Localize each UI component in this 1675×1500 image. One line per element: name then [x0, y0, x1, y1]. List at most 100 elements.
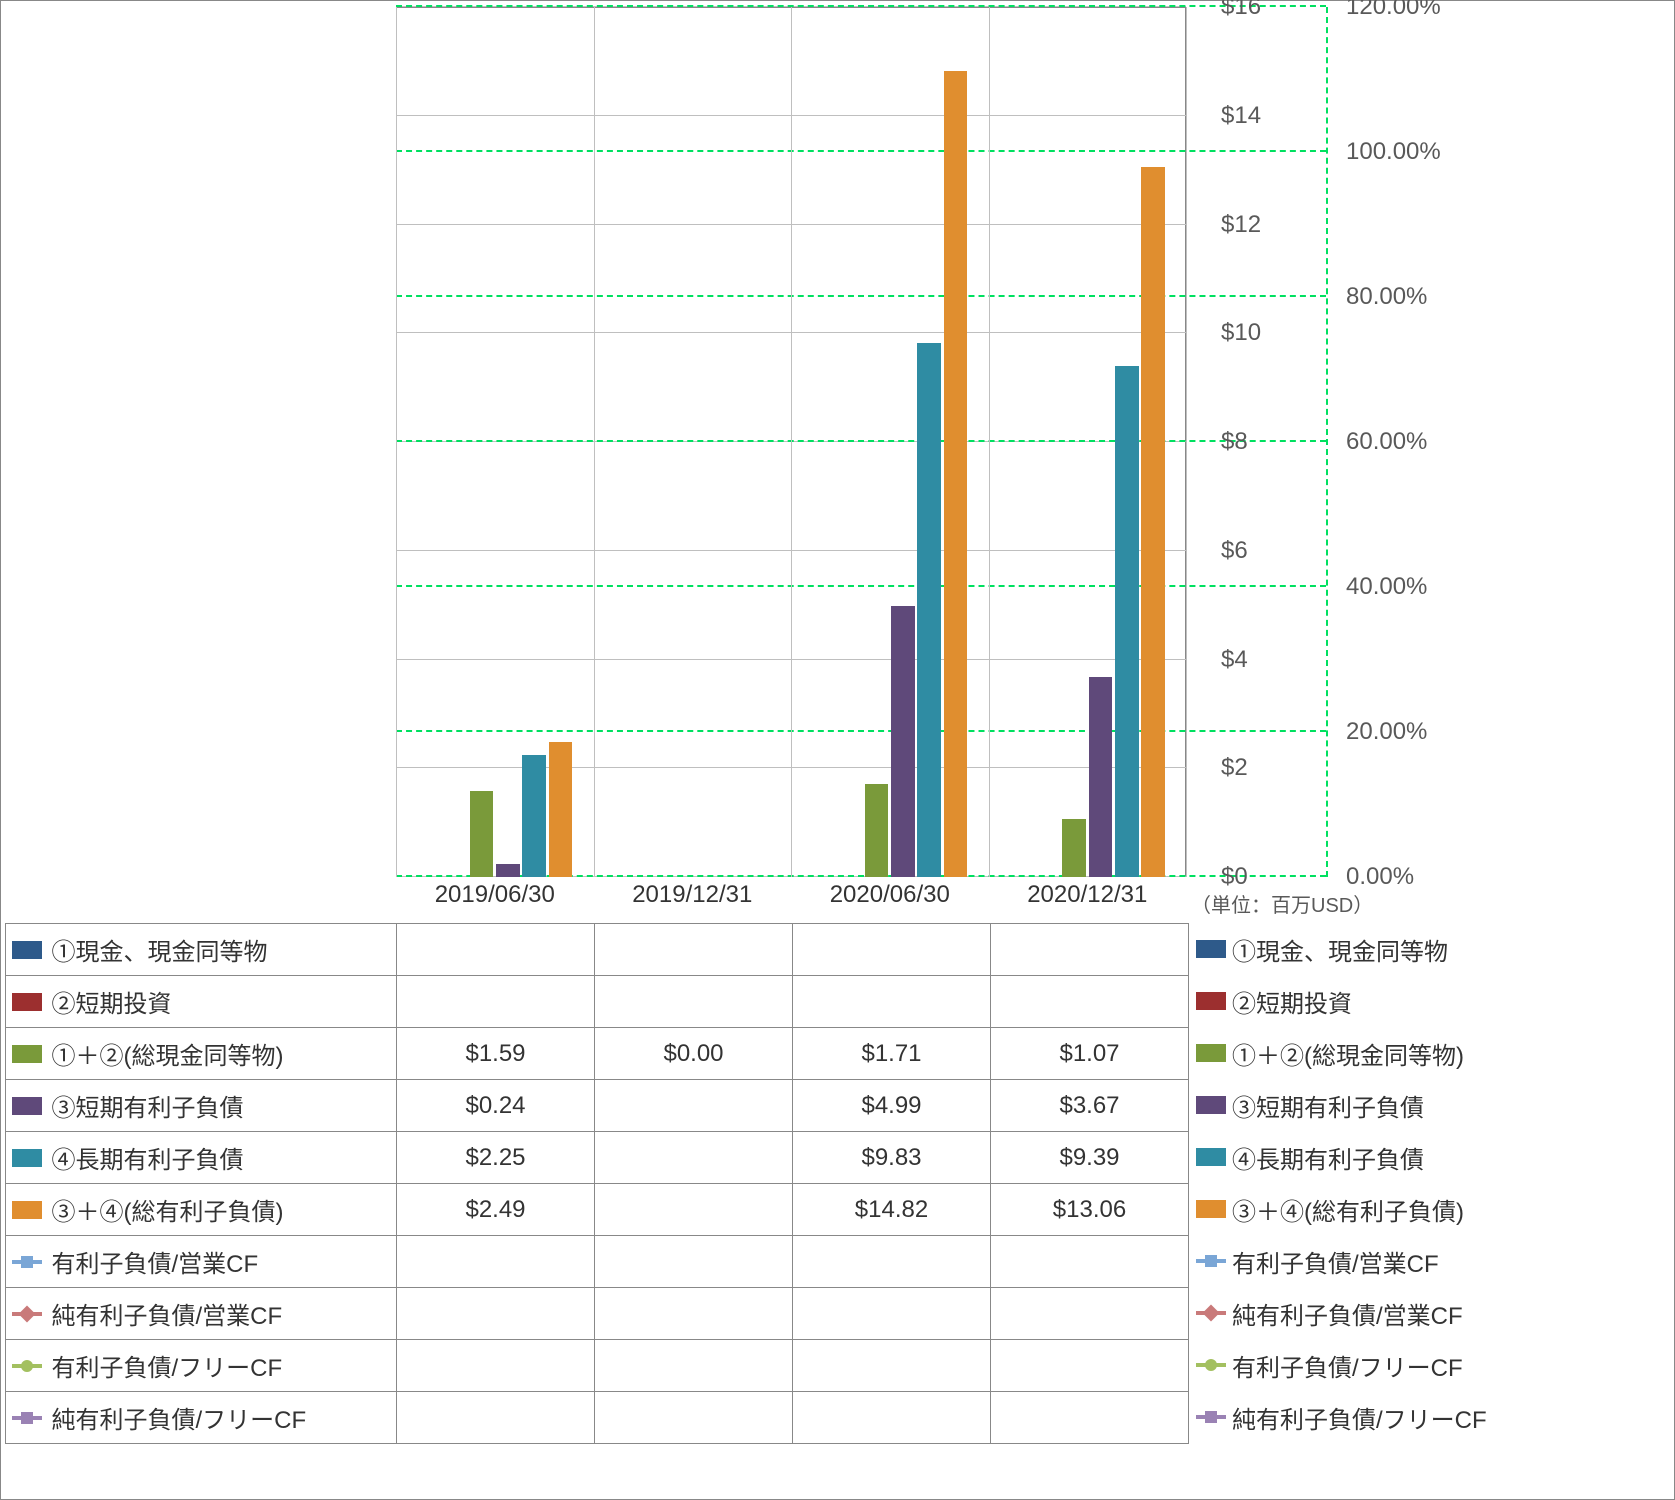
- table-value-cell: [397, 976, 595, 1028]
- legend-item: 有利子負債/営業CF: [1196, 1235, 1487, 1287]
- table-row: ①現金、現金同等物: [6, 924, 1189, 976]
- swatch-line-icon: [1196, 1252, 1226, 1270]
- table-label-cell: ③＋④(総有利子負債): [52, 1184, 397, 1236]
- table-value-cell: $9.39: [991, 1132, 1189, 1184]
- table-swatch-cell: [6, 1288, 52, 1340]
- table-value-cell: $14.82: [793, 1184, 991, 1236]
- table-value-cell: [793, 924, 991, 976]
- table-value-cell: [595, 1080, 793, 1132]
- table-swatch-cell: [6, 1236, 52, 1288]
- legend-item: ①＋②(総現金同等物): [1196, 1027, 1487, 1079]
- y-right-tick-label: 60.00%: [1346, 428, 1427, 456]
- table-value-cell: [793, 1392, 991, 1444]
- y-left-tick-label: $2: [1221, 754, 1248, 782]
- legend-item: ②短期投資: [1196, 975, 1487, 1027]
- legend-label: ③＋④(総有利子負債): [1232, 1192, 1464, 1227]
- table-swatch-cell: [6, 1184, 52, 1236]
- bar-s4-2: [891, 606, 915, 877]
- category-label: 2020/12/31: [1027, 881, 1147, 909]
- legend-label: 純有利子負債/フリーCF: [1232, 1400, 1487, 1435]
- swatch-line-icon: [12, 1409, 42, 1427]
- swatch-bar-icon: [1196, 1148, 1226, 1166]
- table-swatch-cell: [6, 924, 52, 976]
- table-value-cell: [595, 1392, 793, 1444]
- table-value-cell: $13.06: [991, 1184, 1189, 1236]
- table-row: 純有利子負債/フリーCF: [6, 1392, 1189, 1444]
- table-label-cell: 純有利子負債/営業CF: [52, 1288, 397, 1340]
- bar-s5-2: [917, 343, 941, 878]
- legend-item: 純有利子負債/営業CF: [1196, 1287, 1487, 1339]
- table-value-cell: $1.59: [397, 1028, 595, 1080]
- swatch-bar-icon: [1196, 1096, 1226, 1114]
- table-value-cell: [595, 1236, 793, 1288]
- category-label: 2020/06/30: [830, 881, 950, 909]
- y-left-tick-label: $10: [1221, 319, 1261, 347]
- y-right-tick-label: 0.00%: [1346, 863, 1414, 891]
- y-left-tick-label: $16: [1221, 0, 1261, 21]
- bar-s4-3: [1089, 677, 1113, 877]
- legend-item: ①現金、現金同等物: [1196, 923, 1487, 975]
- table-value-cell: [793, 1236, 991, 1288]
- table-label-cell: ②短期投資: [52, 976, 397, 1028]
- swatch-bar-icon: [12, 1045, 42, 1063]
- table-swatch-cell: [6, 1132, 52, 1184]
- swatch-line-icon: [1196, 1408, 1226, 1426]
- table-row: ①＋②(総現金同等物)$1.59$0.00$1.71$1.07: [6, 1028, 1189, 1080]
- legend-item: 純有利子負債/フリーCF: [1196, 1391, 1487, 1443]
- table-row: ③短期有利子負債$0.24$4.99$3.67: [6, 1080, 1189, 1132]
- table-swatch-cell: [6, 1392, 52, 1444]
- legend-label: 純有利子負債/営業CF: [1232, 1296, 1463, 1331]
- bar-s6-2: [944, 71, 968, 877]
- plot-area: [396, 7, 1186, 877]
- table-value-cell: $0.00: [595, 1028, 793, 1080]
- y-left-tick-label: $14: [1221, 102, 1261, 130]
- y-right-tick-label: 80.00%: [1346, 283, 1427, 311]
- table-value-cell: [991, 924, 1189, 976]
- table-value-cell: [595, 1340, 793, 1392]
- y-right-tick-label: 120.00%: [1346, 0, 1441, 21]
- table-row: 純有利子負債/営業CF: [6, 1288, 1189, 1340]
- table-value-cell: [595, 1132, 793, 1184]
- right-legend: ①現金、現金同等物②短期投資①＋②(総現金同等物)③短期有利子負債④長期有利子負…: [1196, 923, 1487, 1443]
- swatch-line-icon: [1196, 1356, 1226, 1374]
- table-label-cell: 純有利子負債/フリーCF: [52, 1392, 397, 1444]
- table-label-cell: ④長期有利子負債: [52, 1132, 397, 1184]
- table-value-cell: [793, 1288, 991, 1340]
- swatch-bar-icon: [1196, 992, 1226, 1010]
- category-separator: [396, 7, 397, 877]
- table-row: 有利子負債/営業CF: [6, 1236, 1189, 1288]
- table-value-cell: [397, 1340, 595, 1392]
- bar-s5-0: [522, 755, 546, 877]
- swatch-bar-icon: [1196, 1200, 1226, 1218]
- table-value-cell: [991, 1392, 1189, 1444]
- table-value-cell: $1.71: [793, 1028, 991, 1080]
- y-left-tick-label: $4: [1221, 646, 1248, 674]
- swatch-bar-icon: [1196, 940, 1226, 958]
- legend-label: 有利子負債/フリーCF: [1232, 1348, 1463, 1383]
- table-value-cell: $0.24: [397, 1080, 595, 1132]
- table-value-cell: [595, 976, 793, 1028]
- swatch-line-icon: [12, 1357, 42, 1375]
- table-label-cell: ①現金、現金同等物: [52, 924, 397, 976]
- table-value-cell: [397, 924, 595, 976]
- table-value-cell: [991, 1340, 1189, 1392]
- y-left-tick-label: $0: [1221, 863, 1248, 891]
- legend-label: ②短期投資: [1232, 984, 1352, 1019]
- table-label-cell: 有利子負債/営業CF: [52, 1236, 397, 1288]
- data-table: ①現金、現金同等物②短期投資①＋②(総現金同等物)$1.59$0.00$1.71…: [5, 923, 1189, 1444]
- table-value-cell: $9.83: [793, 1132, 991, 1184]
- table-label-cell: ①＋②(総現金同等物): [52, 1028, 397, 1080]
- bar-s5-3: [1115, 366, 1139, 877]
- table-swatch-cell: [6, 1080, 52, 1132]
- category-separator: [989, 7, 990, 877]
- bar-s3-0: [470, 791, 494, 877]
- y-right-tick-label: 100.00%: [1346, 138, 1441, 166]
- legend-label: ④長期有利子負債: [1232, 1140, 1424, 1175]
- table-swatch-cell: [6, 976, 52, 1028]
- table-swatch-cell: [6, 1028, 52, 1080]
- table-row: 有利子負債/フリーCF: [6, 1340, 1189, 1392]
- swatch-line-icon: [12, 1253, 42, 1271]
- legend-label: 有利子負債/営業CF: [1232, 1244, 1439, 1279]
- y-right-tick-label: 20.00%: [1346, 718, 1427, 746]
- table-value-cell: [991, 1288, 1189, 1340]
